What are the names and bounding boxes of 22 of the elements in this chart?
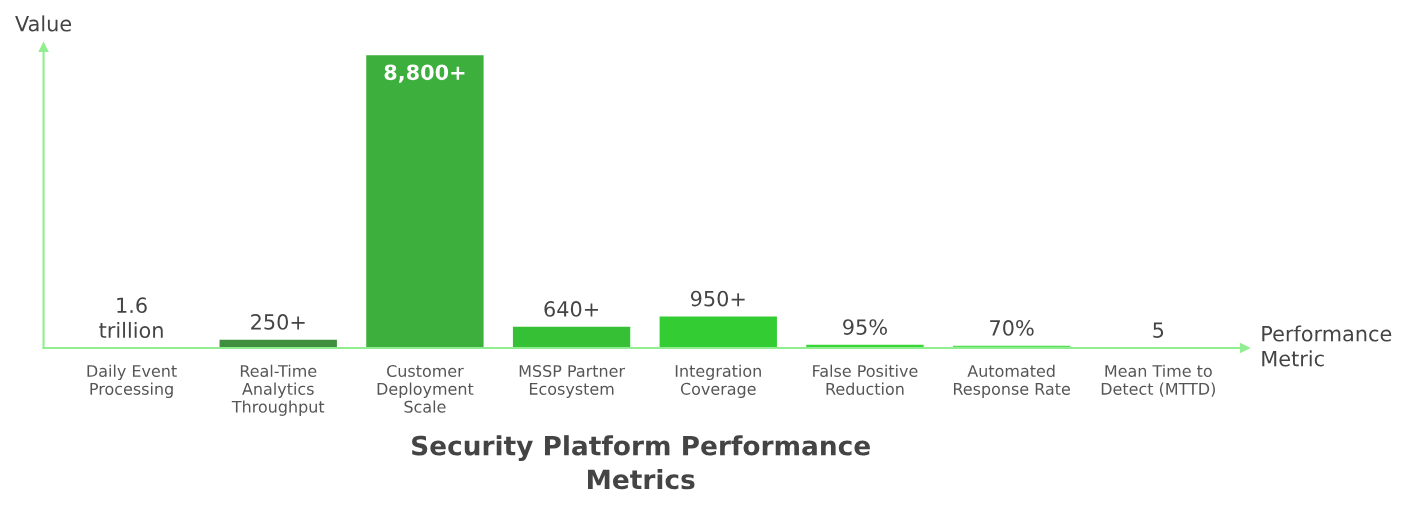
x-tick-label: Real-Time Analytics Throughput [231, 364, 325, 416]
bar [512, 326, 631, 348]
x-tick-label: Integration Coverage [675, 364, 761, 398]
x-axis-title: Performance Metric [1262, 325, 1392, 367]
x-tick-label: MSSP Partner Ecosystem [519, 364, 625, 398]
x-tick-label: Mean Time to Detect (MTTD) [1101, 364, 1215, 397]
data-label: 1.6 trillion [99, 297, 163, 339]
text: Security Platform Performance Metrics [412, 435, 870, 490]
data-label: 250+ [251, 314, 305, 330]
x-tick-label: Automated Response Rate [953, 364, 1070, 398]
x-tick-label: False Positive Reduction [813, 364, 918, 395]
data-label: 950+ [690, 290, 745, 307]
y-axis-title: Value [15, 15, 72, 32]
data-label: 5 [1153, 322, 1164, 338]
bar [659, 316, 777, 348]
data-label: 8,800+ [384, 64, 465, 83]
x-tick-label: Daily Event Processing [87, 364, 177, 398]
data-label: 95% [843, 319, 887, 335]
bar [366, 55, 484, 348]
data-label: 70% [990, 320, 1034, 336]
data-label: 640+ [544, 301, 598, 317]
x-tick-label: Customer Deployment Scale [377, 364, 474, 413]
